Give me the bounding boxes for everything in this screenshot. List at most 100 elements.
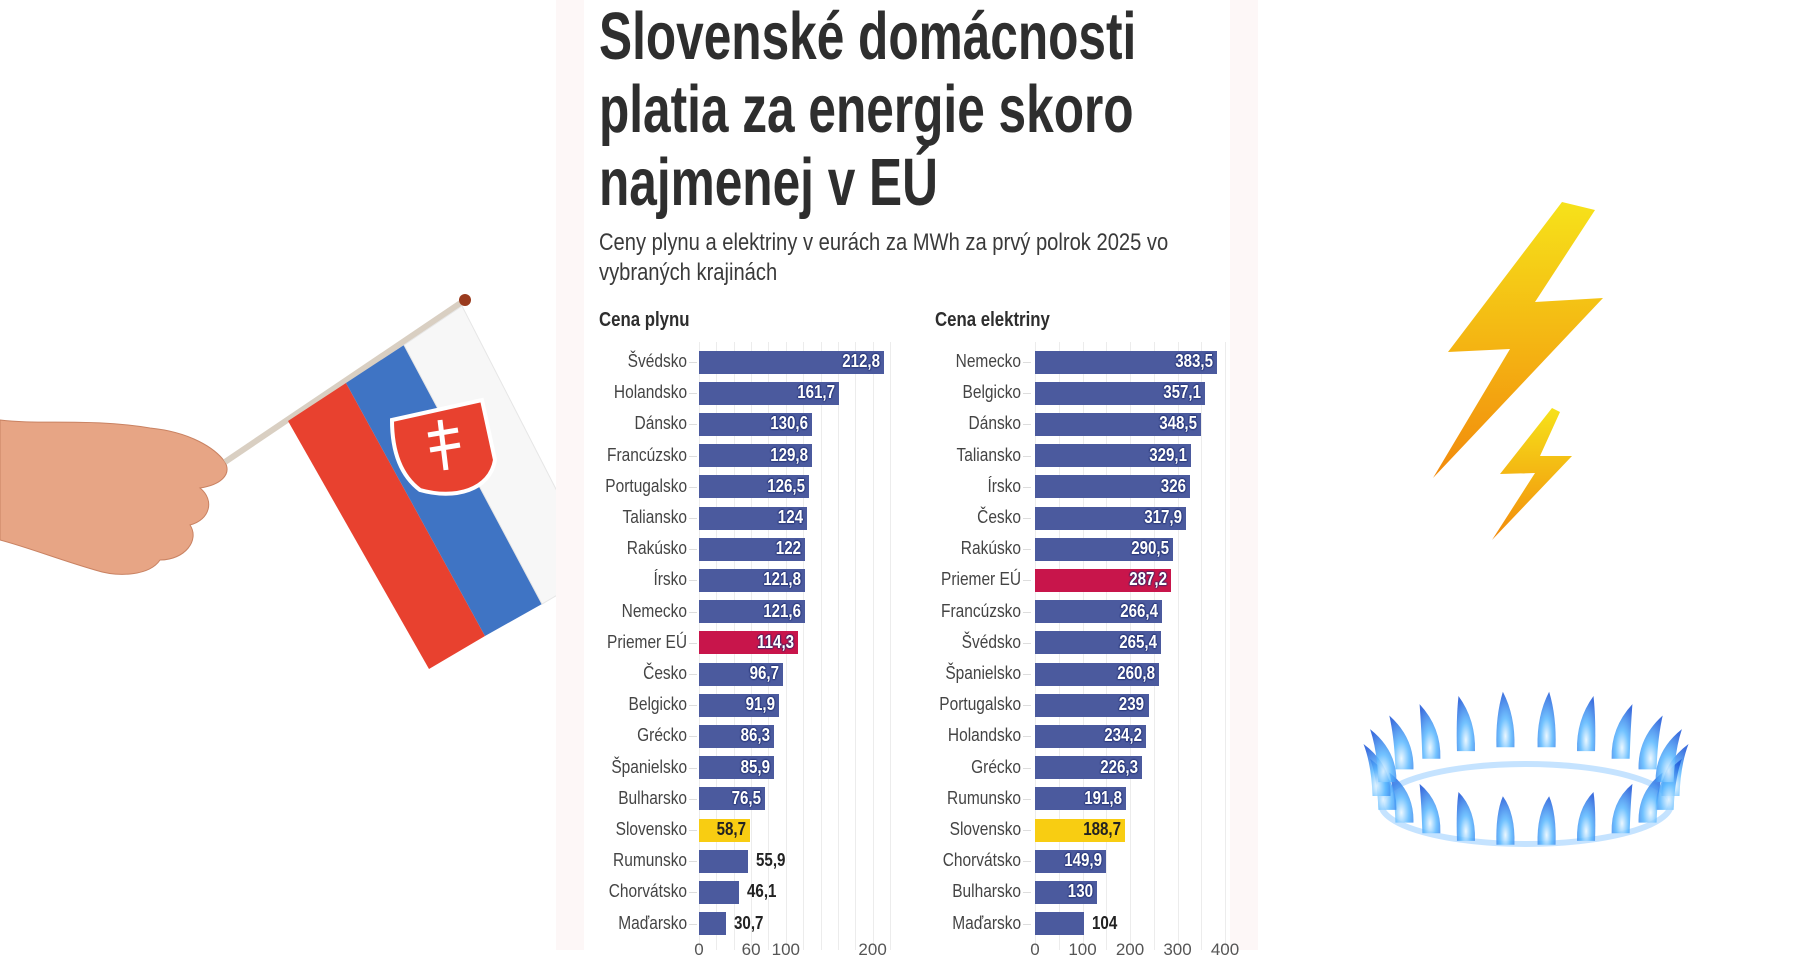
- category-label: Grécko: [971, 756, 1021, 777]
- title-line: platia za energie skoro: [599, 72, 1134, 147]
- category-tick: [689, 705, 697, 707]
- category-tick: [1023, 923, 1031, 925]
- category-tick: [689, 892, 697, 894]
- value-label: 212,8: [841, 351, 880, 371]
- lightning-bolts: [1433, 202, 1603, 540]
- x-tick-label: 100: [771, 940, 800, 959]
- category-label: Maďarsko: [952, 912, 1021, 933]
- category-tick: [689, 549, 697, 551]
- subtitle-line: Ceny plynu a elektriny v eurách za MWh z…: [599, 229, 1169, 256]
- category-label: Dánsko: [634, 413, 687, 434]
- value-label: 348,5: [1158, 413, 1197, 434]
- category-tick: [689, 861, 697, 863]
- value-label: 161,7: [797, 382, 836, 403]
- value-label: 58,7: [716, 819, 746, 839]
- bar: [699, 787, 766, 811]
- category-label: Bulharsko: [952, 881, 1021, 902]
- category-tick: [1023, 861, 1031, 863]
- category-label: Chorvátsko: [608, 881, 687, 902]
- bar: [699, 912, 726, 936]
- value-label: 76,5: [731, 787, 762, 808]
- value-label: 55,9: [755, 850, 785, 871]
- value-label: 357,1: [1162, 382, 1201, 403]
- value-label: 130: [1067, 881, 1093, 902]
- value-label: 260,8: [1117, 663, 1155, 683]
- flame: [1611, 704, 1633, 759]
- x-tick-label: 0: [694, 940, 704, 959]
- category-label: Bulharsko: [618, 787, 687, 808]
- category-label: Dánsko: [968, 413, 1021, 434]
- bar: [1035, 880, 1097, 904]
- flag-red-stripe: [288, 383, 485, 669]
- category-tick: [1023, 549, 1031, 551]
- category-tick: [689, 736, 697, 738]
- category-label: Priemer EÚ: [607, 631, 687, 652]
- category-tick: [1023, 798, 1031, 800]
- bar: [1035, 381, 1205, 405]
- category-label: Chorvátsko: [942, 850, 1021, 871]
- category-label: Slovensko: [615, 819, 687, 839]
- bar: [699, 756, 774, 780]
- category-tick: [1023, 580, 1031, 582]
- category-tick: [1023, 830, 1031, 831]
- category-tick: [1023, 705, 1031, 707]
- category-label: Portugalsko: [605, 475, 687, 496]
- category-tick: [689, 767, 697, 769]
- flame: [1496, 691, 1515, 748]
- category-label: Írsko: [653, 569, 687, 590]
- flame: [1370, 729, 1397, 783]
- value-label: 149,9: [1064, 850, 1103, 871]
- category-tick: [1023, 518, 1031, 519]
- bar: [1035, 475, 1190, 499]
- subtitle-line: vybraných krajinách: [599, 259, 778, 286]
- bar: [699, 506, 807, 530]
- bar: [699, 568, 805, 592]
- value-label: 290,5: [1131, 538, 1169, 559]
- category-label: Taliansko: [956, 444, 1021, 465]
- bar: [1035, 568, 1172, 592]
- gridline: [1201, 342, 1203, 950]
- category-label: Maďarsko: [618, 912, 687, 933]
- bar: [1035, 912, 1085, 936]
- x-tick-label: 200: [1115, 940, 1145, 959]
- flame: [1456, 695, 1476, 752]
- x-tick-label: 200: [858, 940, 887, 959]
- category-label: Belgicko: [962, 382, 1021, 403]
- flag-pole: [223, 297, 467, 465]
- flame: [1389, 772, 1414, 823]
- x-tick-label: 60: [741, 940, 761, 959]
- value-label: 265,4: [1119, 631, 1158, 652]
- flame: [1576, 792, 1596, 841]
- category-label: Francúzsko: [940, 600, 1021, 621]
- bar: [1035, 412, 1201, 436]
- title-line: najmenej v EÚ: [599, 145, 938, 220]
- gridline: [872, 342, 874, 950]
- category-label: Holandsko: [947, 725, 1021, 746]
- x-tick-label: 400: [1210, 940, 1240, 959]
- bar: [699, 475, 809, 499]
- category-tick: [1023, 393, 1031, 395]
- value-label: 124: [777, 507, 803, 527]
- hand-holding-flag: [0, 294, 599, 669]
- bar: [699, 849, 748, 873]
- x-tick-label: 300: [1163, 940, 1192, 959]
- value-label: 326: [1160, 475, 1186, 496]
- gas-burner-flame-icon: [1363, 691, 1689, 847]
- title-line: Slovenské domácnosti: [599, 0, 1137, 74]
- category-label: Portugalsko: [939, 694, 1021, 715]
- bar: [699, 350, 884, 374]
- flame: [1537, 691, 1556, 748]
- value-label: 85,9: [740, 756, 770, 777]
- subtitle: Ceny plynu a elektriny v eurách za MWh z…: [599, 228, 1168, 288]
- flame: [1638, 772, 1663, 823]
- flame: [1389, 715, 1414, 770]
- hand-icon: [0, 419, 228, 575]
- category-tick: [689, 611, 697, 613]
- bar: [1035, 818, 1125, 842]
- flame: [1655, 729, 1682, 783]
- flame: [1456, 792, 1476, 841]
- bar: [1035, 756, 1143, 780]
- category-label: Taliansko: [622, 507, 687, 527]
- category-tick: [689, 486, 697, 488]
- category-tick: [1023, 892, 1031, 894]
